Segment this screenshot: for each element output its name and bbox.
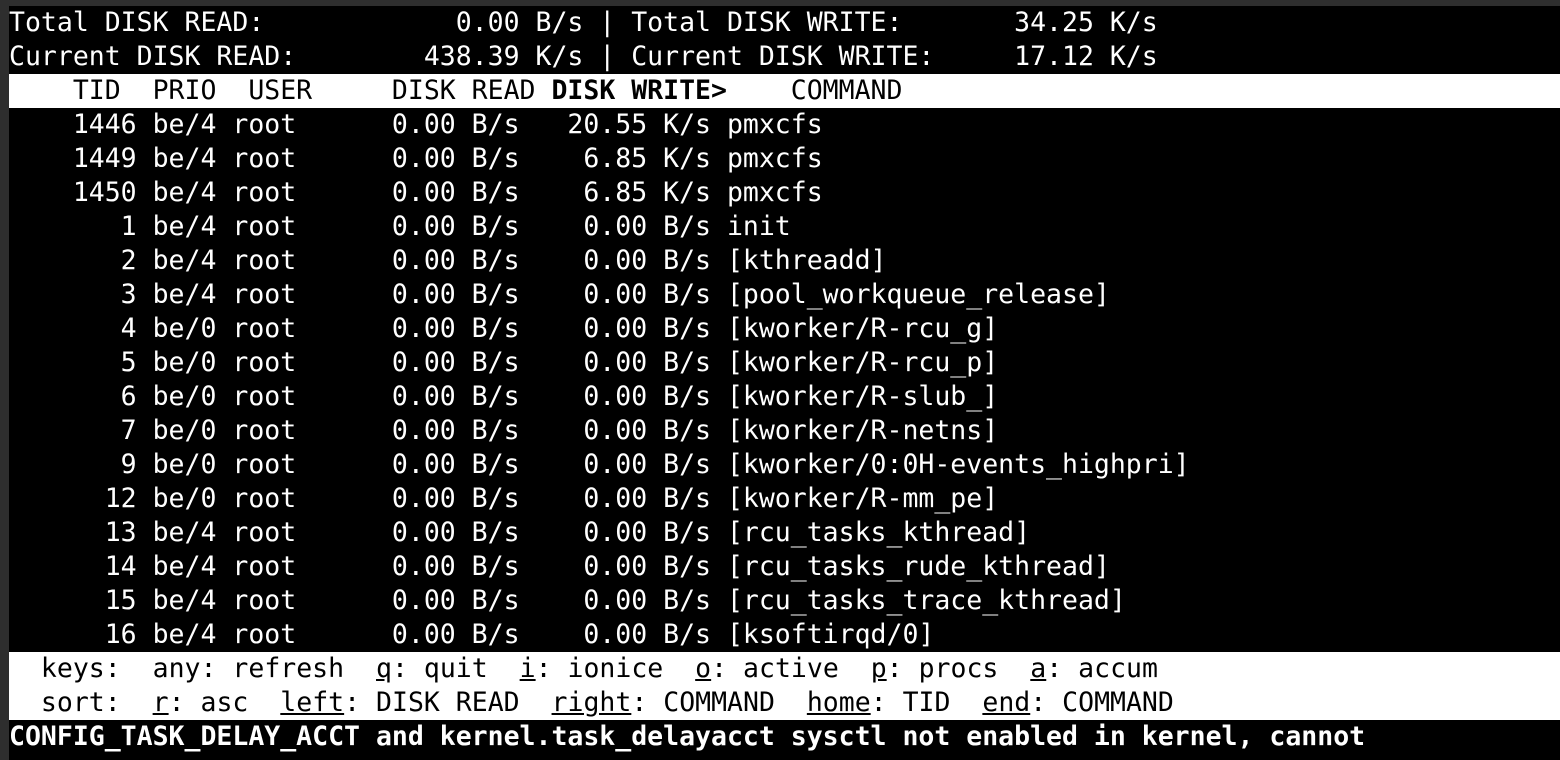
process-row[interactable]: 4 be/0 root 0.00 B/s 0.00 B/s [kworker/R… — [9, 312, 1560, 346]
footer-help: keys: any: refresh q: quit i: ionice o: … — [9, 652, 1560, 720]
shortcut-key-any[interactable]: any — [152, 653, 201, 684]
shortcut-action-q: : quit — [391, 653, 488, 684]
process-row[interactable]: 2 be/4 root 0.00 B/s 0.00 B/s [kthreadd] — [9, 244, 1560, 278]
footer-keys-label: keys: — [40, 653, 121, 684]
process-row[interactable]: 1449 be/4 root 0.00 B/s 6.85 K/s pmxcfs — [9, 142, 1560, 176]
footer-sort-row[interactable]: sort: r: asc left: DISK READ right: COMM… — [9, 686, 1560, 720]
process-row[interactable]: 6 be/0 root 0.00 B/s 0.00 B/s [kworker/R… — [9, 380, 1560, 414]
footer-keys-row[interactable]: keys: any: refresh q: quit i: ionice o: … — [9, 652, 1560, 686]
process-row[interactable]: 15 be/4 root 0.00 B/s 0.00 B/s [rcu_task… — [9, 584, 1560, 618]
shortcut-action-r: : asc — [168, 687, 249, 718]
io-summary: Total DISK READ: 0.00 B/s | Total DISK W… — [9, 6, 1560, 74]
shortcut-action-p: : procs — [886, 653, 999, 684]
summary-total-read: Total DISK READ: 0.00 B/s | Total DISK W… — [9, 7, 1158, 38]
terminal-screen[interactable]: Total DISK READ: 0.00 B/s | Total DISK W… — [9, 6, 1560, 760]
shortcut-key-left[interactable]: left — [280, 687, 345, 718]
shortcut-key-end[interactable]: end — [982, 687, 1031, 718]
process-row[interactable]: 14 be/4 root 0.00 B/s 0.00 B/s [rcu_task… — [9, 550, 1560, 584]
shortcut-action-home: : TID — [870, 687, 951, 718]
shortcut-key-i[interactable]: i — [519, 653, 536, 684]
process-row[interactable]: 1446 be/4 root 0.00 B/s 20.55 K/s pmxcfs — [9, 108, 1560, 142]
process-row[interactable]: 7 be/0 root 0.00 B/s 0.00 B/s [kworker/R… — [9, 414, 1560, 448]
process-row[interactable]: 3 be/4 root 0.00 B/s 0.00 B/s [pool_work… — [9, 278, 1560, 312]
shortcut-action-left: : DISK READ — [344, 687, 520, 718]
column-header-disk-write-sorted[interactable]: DISK WRITE> — [551, 75, 727, 106]
status-message: CONFIG_TASK_DELAY_ACCT and kernel.task_d… — [9, 720, 1560, 754]
summary-row-total: Total DISK READ: 0.00 B/s | Total DISK W… — [9, 6, 1560, 40]
shortcut-key-p[interactable]: p — [870, 653, 887, 684]
shortcut-key-home[interactable]: home — [806, 687, 871, 718]
process-row[interactable]: 1450 be/4 root 0.00 B/s 6.85 K/s pmxcfs — [9, 176, 1560, 210]
column-header-plain-left: TID PRIO USER DISK READ — [9, 75, 552, 106]
shortcut-action-i: : ionice — [535, 653, 664, 684]
process-row[interactable]: 12 be/0 root 0.00 B/s 0.00 B/s [kworker/… — [9, 482, 1560, 516]
shortcut-action-o: : active — [711, 653, 839, 684]
process-row[interactable]: 9 be/0 root 0.00 B/s 0.00 B/s [kworker/0… — [9, 448, 1560, 482]
shortcut-action-any: : refresh — [200, 653, 345, 684]
column-header-command[interactable]: COMMAND — [726, 75, 903, 106]
shortcut-key-r[interactable]: r — [152, 687, 169, 718]
process-row[interactable]: 5 be/0 root 0.00 B/s 0.00 B/s [kworker/R… — [9, 346, 1560, 380]
process-row[interactable]: 13 be/4 root 0.00 B/s 0.00 B/s [rcu_task… — [9, 516, 1560, 550]
footer-sort-label: sort: — [40, 687, 121, 718]
process-row[interactable]: 16 be/4 root 0.00 B/s 0.00 B/s [ksoftirq… — [9, 618, 1560, 652]
shortcut-key-q[interactable]: q — [376, 653, 392, 684]
shortcut-key-right[interactable]: right — [551, 687, 632, 718]
summary-row-current: Current DISK READ: 438.39 K/s | Current … — [9, 40, 1560, 74]
process-list[interactable]: 1446 be/4 root 0.00 B/s 20.55 K/s pmxcfs… — [9, 108, 1560, 652]
shortcut-action-a: : accum — [1046, 653, 1158, 684]
shortcut-key-a[interactable]: a — [1030, 653, 1047, 684]
shortcut-action-end: : COMMAND — [1030, 687, 1174, 718]
process-row[interactable]: 1 be/4 root 0.00 B/s 0.00 B/s init — [9, 210, 1560, 244]
summary-current-read: Current DISK READ: 438.39 K/s | Current … — [9, 41, 1158, 72]
shortcut-key-o[interactable]: o — [695, 653, 712, 684]
table-column-header[interactable]: TID PRIO USER DISK READ DISK WRITE> COMM… — [9, 74, 1560, 108]
shortcut-action-right: : COMMAND — [631, 687, 775, 718]
